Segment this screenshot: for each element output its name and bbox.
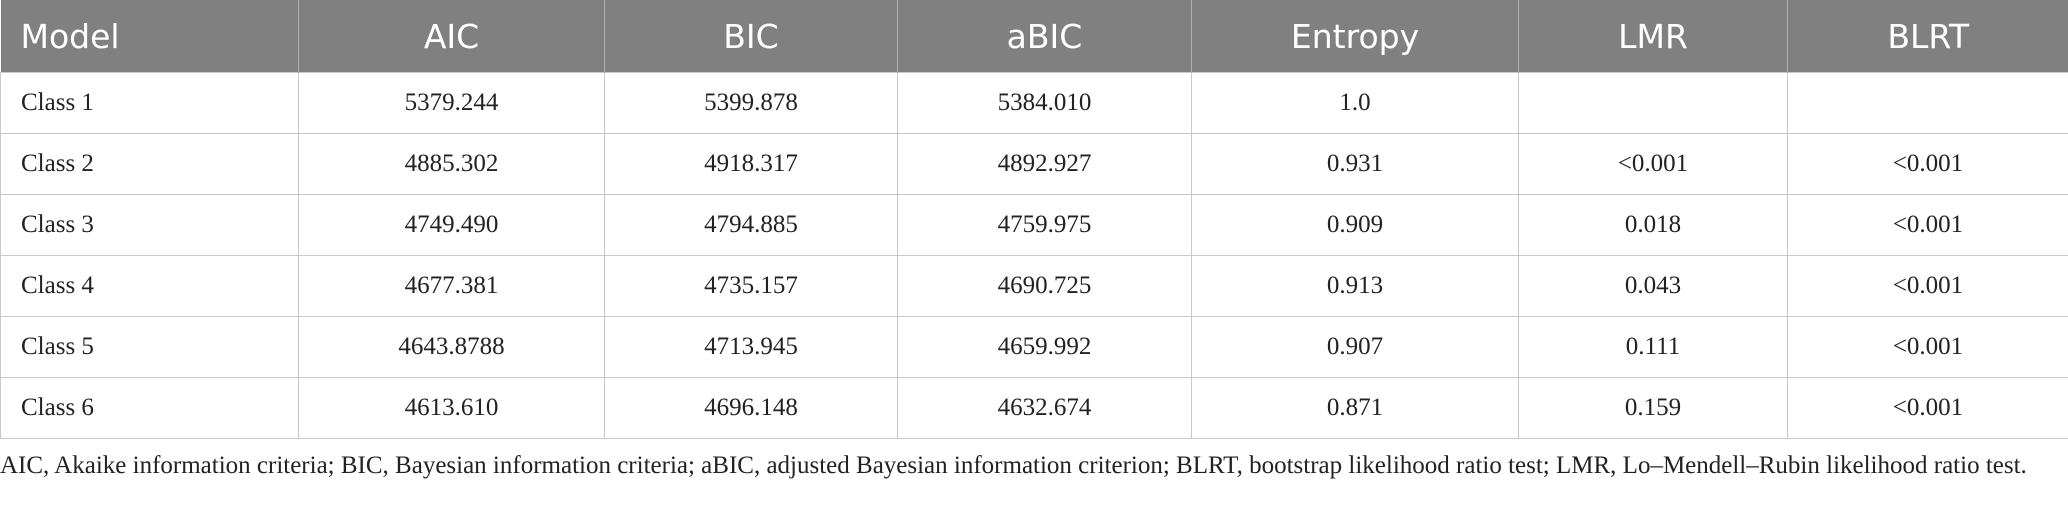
header-row: Model AIC BIC aBIC Entropy LMR BLRT: [0, 0, 2068, 73]
table-cell: 4690.725: [897, 255, 1192, 317]
table-cell: 4794.885: [604, 194, 898, 256]
table-cell: 4735.157: [604, 255, 898, 317]
table-cell: Class 3: [0, 194, 299, 256]
table-row: Class 1 5379.244 5399.878 5384.010 1.0: [0, 72, 2068, 134]
header-cell: AIC: [298, 0, 605, 73]
table-cell: 4713.945: [604, 316, 898, 378]
table-cell: Class 4: [0, 255, 299, 317]
table-cell: 4677.381: [298, 255, 605, 317]
table-cell: 0.159: [1518, 377, 1788, 439]
table-cell: 4885.302: [298, 133, 605, 195]
table-cell: 4759.975: [897, 194, 1192, 256]
table-cell: 0.018: [1518, 194, 1788, 256]
header-cell: aBIC: [897, 0, 1192, 73]
table-cell: Class 5: [0, 316, 299, 378]
empty-cell: [1787, 72, 2068, 134]
table-cell: 4659.992: [897, 316, 1192, 378]
table-cell: <0.001: [1787, 194, 2068, 256]
table-row: Class 6 4613.610 4696.148 4632.674 0.871 0.15…: [0, 377, 2068, 439]
table-cell: 5384.010: [897, 72, 1192, 134]
header-cell: Entropy: [1191, 0, 1519, 73]
table-cell: 5379.244: [298, 72, 605, 134]
table-cell: 4643.8788: [298, 316, 605, 378]
header-cell: BLRT: [1787, 0, 2068, 73]
table-cell: <0.001: [1787, 133, 2068, 195]
table-cell: 4918.317: [604, 133, 898, 195]
table-row: Class 4 4677.381 4735.157 4690.725 0.913 0.04…: [0, 255, 2068, 317]
table-cell: Class 1: [0, 72, 299, 134]
table-row: Class 5 4643.8788 4713.945 4659.992 0.907 0.1…: [0, 316, 2068, 378]
table-cell: 4613.610: [298, 377, 605, 439]
table-cell: 1.0: [1191, 72, 1519, 134]
table-cell: 4749.490: [298, 194, 605, 256]
table-body: Class 1 5379.244 5399.878 5384.010 1.0 Class …: [0, 72, 2068, 439]
header-cell: LMR: [1518, 0, 1788, 73]
data-table: Model AIC BIC aBIC Entropy LMR BLRT Class 1 537…: [0, 0, 2068, 439]
table-cell: Class 6: [0, 377, 299, 439]
table-cell: <0.001: [1787, 255, 2068, 317]
table-cell: 4892.927: [897, 133, 1192, 195]
table-cell: 0.871: [1191, 377, 1519, 439]
header-cell: BIC: [604, 0, 898, 73]
table-cell: 0.909: [1191, 194, 1519, 256]
table-row: Class 3 4749.490 4794.885 4759.975 0.909 0.01…: [0, 194, 2068, 256]
table-cell: <0.001: [1518, 133, 1788, 195]
table-cell: 0.913: [1191, 255, 1519, 317]
table-cell: 0.111: [1518, 316, 1788, 378]
table-cell: 0.931: [1191, 133, 1519, 195]
table-cell: 0.043: [1518, 255, 1788, 317]
table-cell: 4696.148: [604, 377, 898, 439]
table-cell: <0.001: [1787, 316, 2068, 378]
table-cell: <0.001: [1787, 377, 2068, 439]
table-row: Class 2 4885.302 4918.317 4892.927 0.931 <0.0…: [0, 133, 2068, 195]
table-cell: 5399.878: [604, 72, 898, 134]
empty-cell: [1518, 72, 1788, 134]
footnote: AIC, Akaike information criteria; BIC, B…: [0, 452, 2027, 479]
table-cell: 0.907: [1191, 316, 1519, 378]
table-cell: 4632.674: [897, 377, 1192, 439]
table-cell: Class 2: [0, 133, 299, 195]
header-cell: Model: [0, 0, 299, 73]
